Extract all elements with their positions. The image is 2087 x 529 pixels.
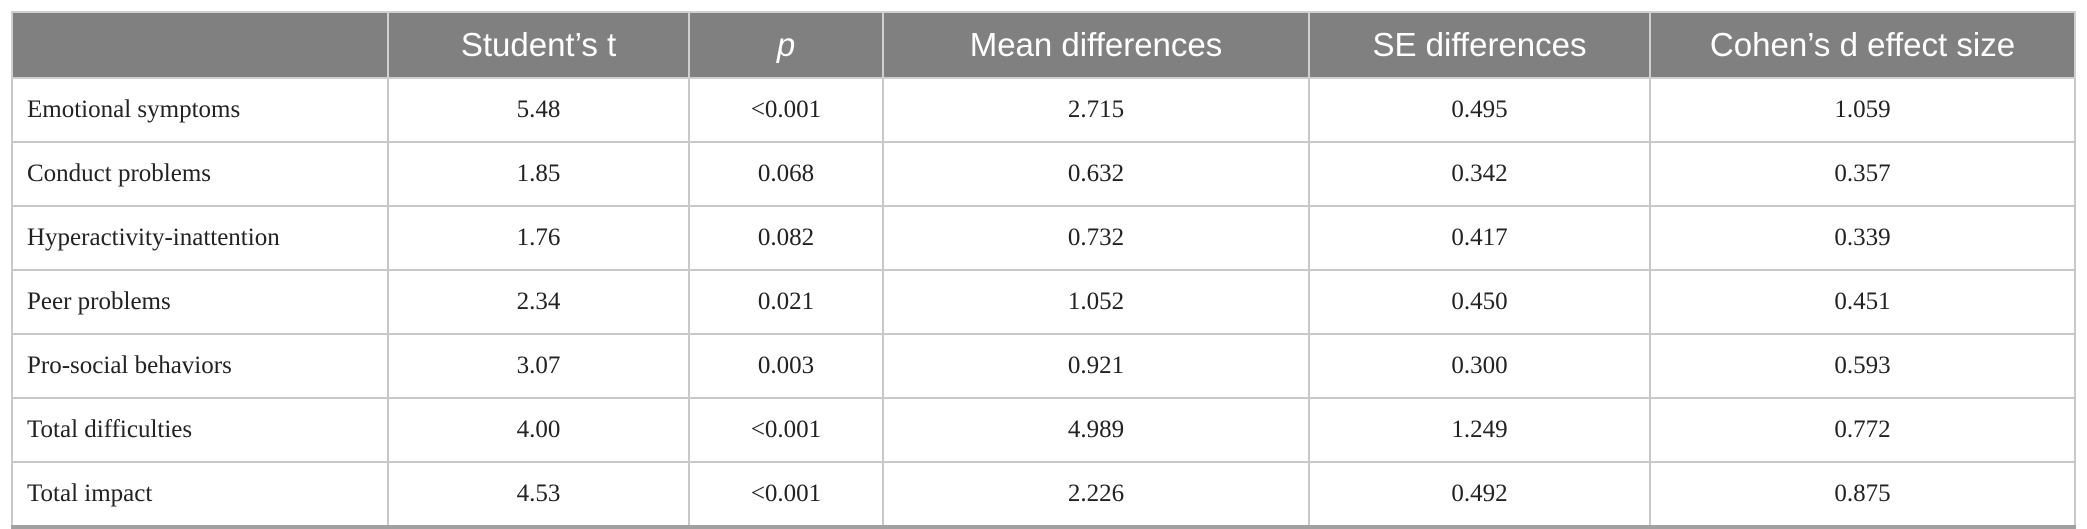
cell: 0.300	[1308, 333, 1651, 399]
cell: 0.451	[1649, 269, 2076, 335]
table-row: Emotional symptoms 5.48 <0.001 2.715 0.495 1.…	[11, 77, 2076, 143]
cell: <0.001	[688, 461, 884, 528]
header-row: Student’s t p Mean differences SE differenc…	[11, 11, 2076, 79]
cell: 1.85	[387, 141, 690, 207]
cell: 0.357	[1649, 141, 2076, 207]
row-label: Hyperactivity-inattention	[11, 205, 389, 271]
header-cell: Student’s t	[387, 11, 690, 79]
table-row: Peer problems 2.34 0.021 1.052 0.450 0.451	[11, 269, 2076, 335]
results-table: Student’s t p Mean differences SE differenc…	[11, 11, 2076, 529]
cell: 0.495	[1308, 77, 1651, 143]
cell: 0.342	[1308, 141, 1651, 207]
cell: 2.226	[882, 461, 1310, 528]
cell: 0.021	[688, 269, 884, 335]
cell: 1.052	[882, 269, 1310, 335]
cell: 0.593	[1649, 333, 2076, 399]
cell: 0.772	[1649, 397, 2076, 463]
row-label: Emotional symptoms	[11, 77, 389, 143]
row-label: Pro-social behaviors	[11, 333, 389, 399]
table-row: Hyperactivity-inattention 1.76 0.082 0.732 0…	[11, 205, 2076, 271]
cell: 0.003	[688, 333, 884, 399]
cell: <0.001	[688, 77, 884, 143]
cell: 1.059	[1649, 77, 2076, 143]
table-row: Total impact 4.53 <0.001 2.226 0.492 0.875	[11, 461, 2076, 528]
cell: 0.732	[882, 205, 1310, 271]
table-row: Total difficulties 4.00 <0.001 4.989 1.249 0.…	[11, 397, 2076, 463]
header-cell: Cohen’s d effect size	[1649, 11, 2076, 79]
header-cell: Mean differences	[882, 11, 1310, 79]
cell: 1.76	[387, 205, 690, 271]
table-row: Conduct problems 1.85 0.068 0.632 0.342 0.357	[11, 141, 2076, 207]
cell: 0.068	[688, 141, 884, 207]
cell: 0.417	[1308, 205, 1651, 271]
cell: 0.450	[1308, 269, 1651, 335]
cell: 2.34	[387, 269, 690, 335]
row-label: Conduct problems	[11, 141, 389, 207]
cell: 5.48	[387, 77, 690, 143]
cell: 2.715	[882, 77, 1310, 143]
cell: 3.07	[387, 333, 690, 399]
cell: 4.989	[882, 397, 1310, 463]
table-row: Pro-social behaviors 3.07 0.003 0.921 0.300 0…	[11, 333, 2076, 399]
cell: 1.249	[1308, 397, 1651, 463]
table-body: Emotional symptoms 5.48 <0.001 2.715 0.495 1.…	[11, 77, 2076, 528]
row-label: Total difficulties	[11, 397, 389, 463]
cell: 0.921	[882, 333, 1310, 399]
cell: 4.53	[387, 461, 690, 528]
row-label: Peer problems	[11, 269, 389, 335]
row-label: Total impact	[11, 461, 389, 528]
cell: 0.082	[688, 205, 884, 271]
header-cell: p	[688, 11, 884, 79]
header-cell-empty	[11, 11, 389, 79]
cell: <0.001	[688, 397, 884, 463]
cell: 0.339	[1649, 205, 2076, 271]
cell: 0.492	[1308, 461, 1651, 528]
header-cell: SE differences	[1308, 11, 1651, 79]
cell: 0.632	[882, 141, 1310, 207]
cell: 0.875	[1649, 461, 2076, 528]
cell: 4.00	[387, 397, 690, 463]
